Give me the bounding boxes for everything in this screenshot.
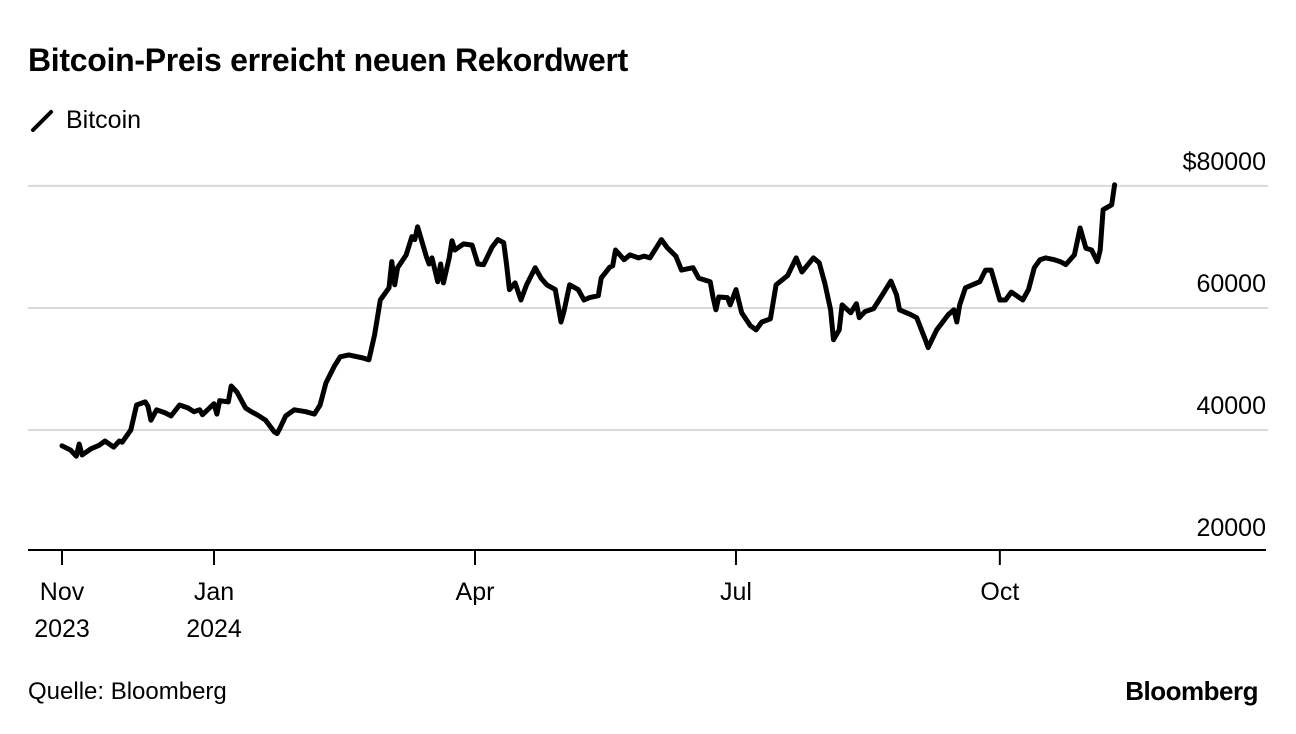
x-tick-sublabel: 2023	[34, 615, 90, 643]
x-tick-label: Nov	[40, 578, 85, 606]
y-tick-label: 60000	[1196, 270, 1266, 298]
y-tick-label: 20000	[1196, 514, 1266, 542]
series-line-bitcoin	[59, 182, 1118, 459]
bloomberg-logo: Bloomberg	[1125, 676, 1258, 706]
x-tick-label: Oct	[980, 578, 1019, 606]
x-tick-sublabel: 2024	[186, 615, 242, 643]
y-tick-label: $80000	[1183, 148, 1266, 176]
x-tick-label: Jan	[194, 578, 234, 606]
chart-title: Bitcoin-Preis erreicht neuen Rekordwert	[28, 42, 629, 78]
legend-line-icon	[31, 109, 53, 132]
legend-label: Bitcoin	[66, 106, 142, 134]
source-note: Quelle: Bloomberg	[28, 678, 227, 705]
y-tick-label: 40000	[1196, 392, 1266, 420]
legend: Bitcoin	[30, 106, 141, 135]
x-tick-label: Apr	[456, 578, 495, 606]
x-tick-label: Jul	[720, 578, 752, 606]
